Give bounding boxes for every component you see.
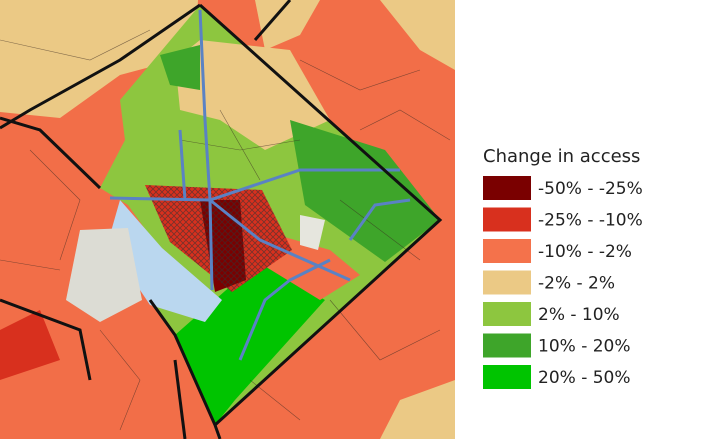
legend-title: Change in access bbox=[483, 146, 640, 167]
map bbox=[0, 0, 455, 439]
legend-swatch bbox=[483, 207, 531, 232]
legend-label: -2% - 2% bbox=[538, 274, 615, 294]
legend-label: 20% - 50% bbox=[538, 368, 631, 388]
legend: Change in access -50% - -25% -25% - -10% -… bbox=[483, 146, 643, 389]
legend-swatch bbox=[483, 302, 531, 326]
legend-swatch bbox=[483, 176, 531, 200]
legend-label: -10% - -2% bbox=[538, 242, 632, 262]
legend-swatch bbox=[483, 270, 531, 295]
legend-label: -25% - -10% bbox=[538, 211, 643, 231]
legend-swatch bbox=[483, 239, 531, 263]
legend-label: -50% - -25% bbox=[538, 179, 643, 199]
legend-swatch bbox=[483, 365, 531, 389]
legend-swatch bbox=[483, 333, 531, 358]
legend-label: 10% - 20% bbox=[538, 337, 631, 357]
legend-label: 2% - 10% bbox=[538, 305, 620, 325]
